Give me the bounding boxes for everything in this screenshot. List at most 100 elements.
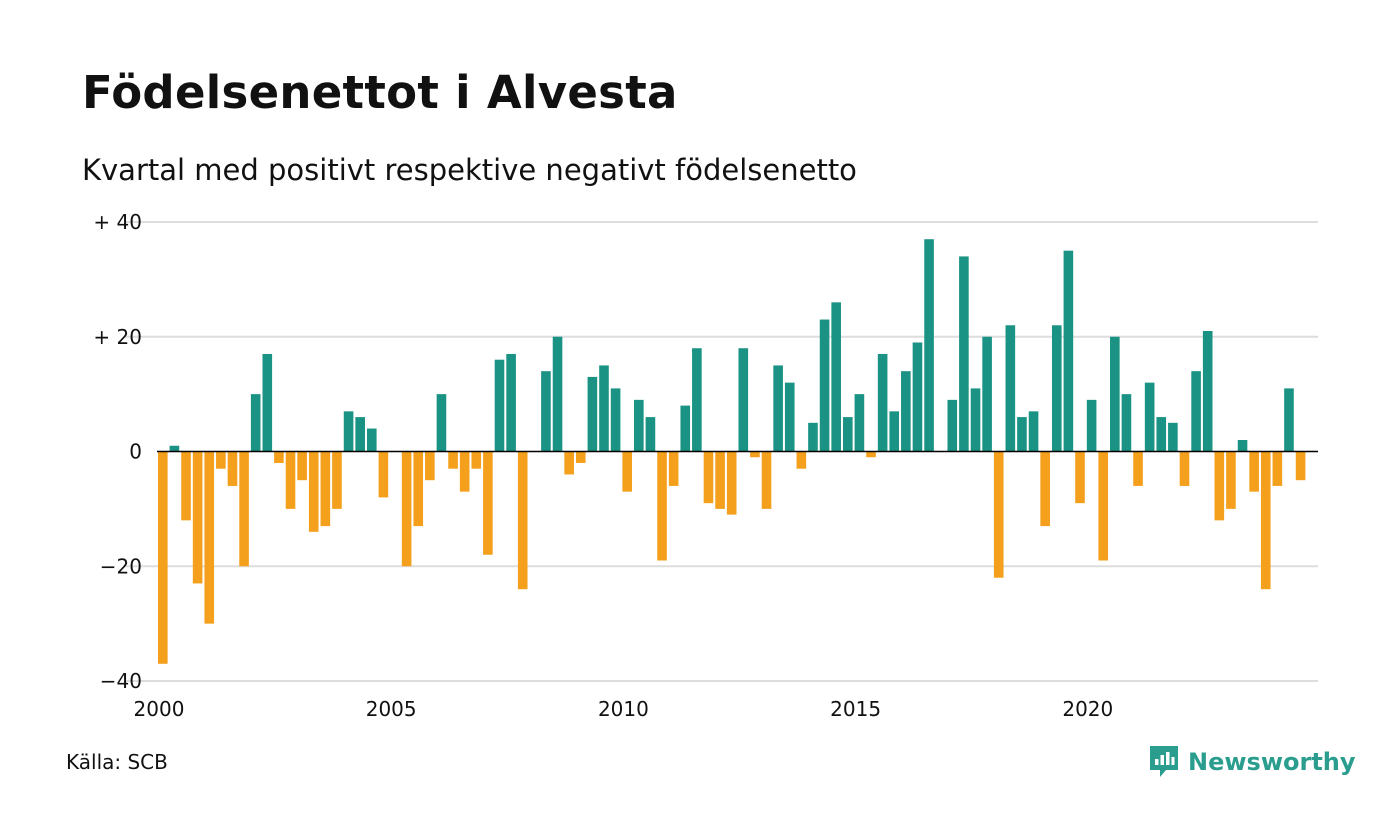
bar	[587, 376, 598, 452]
bar	[1144, 382, 1155, 452]
bar	[181, 451, 191, 521]
bar	[1110, 336, 1120, 452]
bar	[1202, 331, 1213, 452]
bar	[250, 394, 261, 452]
x-tick-label: 2015	[830, 697, 881, 721]
bar	[610, 388, 621, 452]
x-tick-label: 2000	[134, 697, 185, 721]
bar	[901, 371, 911, 452]
bar	[831, 302, 841, 452]
bar	[889, 411, 900, 452]
bar	[425, 451, 435, 481]
bar	[413, 451, 424, 527]
bar	[761, 451, 772, 509]
bar	[517, 451, 528, 590]
bar	[854, 394, 865, 452]
chart-subtitle: Kvartal med positivt respektive negativt…	[82, 153, 857, 187]
bar	[285, 451, 296, 509]
bar	[842, 417, 853, 452]
bar	[1028, 411, 1039, 452]
bar	[239, 451, 249, 567]
bar	[308, 451, 319, 532]
bar	[1249, 451, 1259, 492]
bar	[866, 451, 876, 458]
bar	[494, 359, 505, 452]
bar	[1040, 451, 1050, 527]
bar	[993, 451, 1004, 578]
bar	[1237, 440, 1248, 452]
bar	[750, 451, 760, 458]
bar	[970, 388, 981, 452]
bar	[622, 451, 633, 492]
bar	[378, 451, 389, 498]
axis-layer: + 40 + 20 0 −20 −40 2000 2005 2010 2015 2020	[93, 210, 1318, 721]
bar	[1156, 417, 1167, 452]
bar	[1005, 325, 1016, 452]
bar	[819, 319, 830, 452]
bar	[541, 371, 551, 452]
bar	[471, 451, 482, 469]
bar	[564, 451, 574, 475]
bar	[715, 451, 725, 509]
bar	[947, 399, 958, 452]
y-tick-label: + 20	[93, 325, 142, 349]
y-tick-label: 0	[129, 440, 142, 464]
bar	[1051, 325, 1062, 452]
bar	[703, 451, 714, 504]
bar	[692, 348, 702, 452]
bar	[1063, 250, 1074, 452]
bar	[1098, 451, 1109, 561]
bar	[1133, 451, 1143, 486]
bar	[552, 336, 563, 452]
bar	[366, 428, 377, 452]
bar	[784, 382, 795, 452]
newsworthy-brand: Newsworthy	[1148, 744, 1356, 780]
y-tick-label: + 40	[93, 210, 142, 234]
bar	[634, 399, 644, 452]
bar-chart: + 40 + 20 0 −20 −40 2000 2005 2010 2015 2020	[93, 210, 1318, 721]
bar	[599, 365, 609, 452]
y-tick-label: −40	[100, 669, 142, 693]
bar	[192, 451, 203, 584]
bar	[1214, 451, 1225, 521]
bar	[401, 451, 412, 567]
bar	[1075, 451, 1085, 504]
bar	[262, 353, 273, 452]
bar	[227, 451, 238, 486]
bar-layer	[158, 239, 1306, 664]
source-note: Källa: SCB	[66, 750, 168, 774]
bar	[1191, 371, 1201, 452]
bar	[204, 451, 215, 624]
bar	[448, 451, 458, 469]
bar	[680, 405, 691, 452]
bar	[738, 348, 749, 452]
bar	[216, 451, 226, 469]
x-tick-label: 2005	[366, 697, 417, 721]
bar	[1168, 422, 1178, 452]
bar	[1226, 451, 1236, 509]
bar	[436, 394, 447, 452]
chart-title: Födelsenettot i Alvesta	[82, 66, 678, 119]
bar	[1017, 417, 1027, 452]
newsworthy-logo-icon	[1150, 746, 1178, 777]
bar	[924, 239, 934, 452]
bar	[959, 256, 969, 452]
y-tick-label: −20	[100, 554, 142, 578]
bar	[343, 411, 354, 452]
bar	[645, 417, 656, 452]
bar	[1260, 451, 1271, 590]
bar	[808, 422, 818, 452]
bar	[355, 417, 365, 452]
brand-name: Newsworthy	[1188, 748, 1356, 776]
bar	[506, 353, 516, 452]
bar	[575, 451, 586, 463]
bar	[1284, 388, 1294, 452]
bar	[332, 451, 342, 509]
bar	[1179, 451, 1190, 486]
bar	[726, 451, 737, 515]
bar	[274, 451, 284, 463]
bar	[1272, 451, 1283, 486]
x-tick-label: 2010	[598, 697, 649, 721]
bar	[1295, 451, 1306, 481]
bar	[158, 451, 168, 664]
